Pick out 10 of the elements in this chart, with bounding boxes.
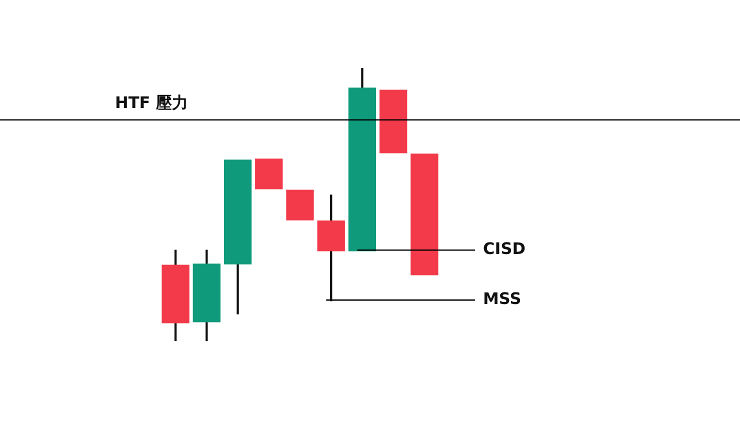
ref-line-label: CISD bbox=[483, 239, 526, 258]
ref-line-label: MSS bbox=[483, 289, 522, 308]
candlestick bbox=[380, 90, 408, 154]
candlestick bbox=[348, 68, 376, 252]
candlestick bbox=[224, 160, 252, 314]
candlestick bbox=[410, 154, 438, 276]
candlestick bbox=[317, 194, 345, 302]
candlestick bbox=[286, 190, 314, 220]
ref-line-label: HTF 壓力 bbox=[115, 92, 188, 112]
candlestick bbox=[255, 158, 283, 190]
